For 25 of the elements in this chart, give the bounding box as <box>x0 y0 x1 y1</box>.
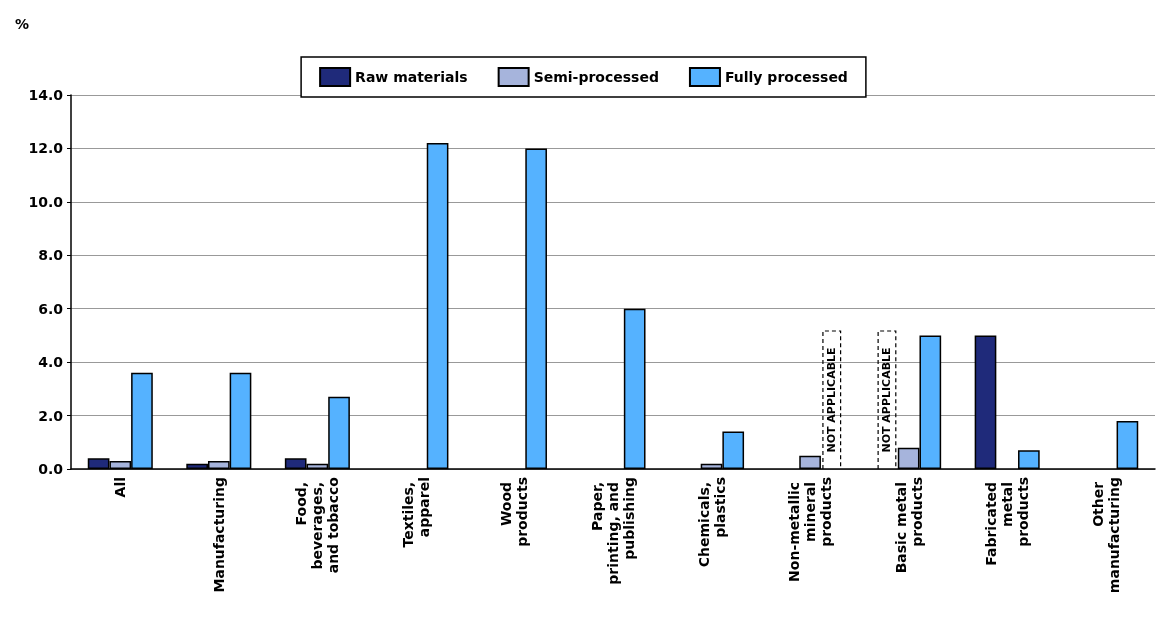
legend-label: Semi-processed <box>533 69 659 85</box>
y-tick-label: 12.0 <box>28 140 64 157</box>
x-tick-label: Paper, printing, and publishing <box>589 477 637 585</box>
y-tick-label: 10.0 <box>28 193 64 210</box>
y-tick-label: 4.0 <box>38 354 64 371</box>
x-tick-label: Non-metallic mineral products <box>786 477 835 582</box>
y-tick-label: 0.0 <box>38 461 64 477</box>
x-tick-label: Basic metal products <box>892 477 925 574</box>
annotation: NOT APPLICABLE <box>825 347 839 453</box>
x-tick-label: Fabricated metal products <box>983 477 1032 566</box>
x-tick-label: Wood products <box>498 477 531 547</box>
legend-label: Raw materials <box>355 69 468 85</box>
annotation: NOT APPLICABLE <box>880 347 894 453</box>
x-tick-label: Other manufacturing <box>1089 477 1122 594</box>
x-tick-label: Food, beverages, and tobacco <box>293 476 342 574</box>
x-tick-label: Chemicals, plastics <box>695 477 728 568</box>
legend-label: Fully processed <box>724 69 848 85</box>
x-tick-label: Manufacturing <box>210 477 227 593</box>
x-tick-label: Textiles, apparel <box>399 477 432 548</box>
y-axis-title: % <box>15 16 30 32</box>
y-tick-label: 8.0 <box>38 247 64 264</box>
y-tick-label: 2.0 <box>38 407 64 424</box>
y-tick-label: 6.0 <box>38 300 64 317</box>
x-tick-label: All <box>112 477 129 498</box>
y-tick-label: 14.0 <box>28 87 64 103</box>
